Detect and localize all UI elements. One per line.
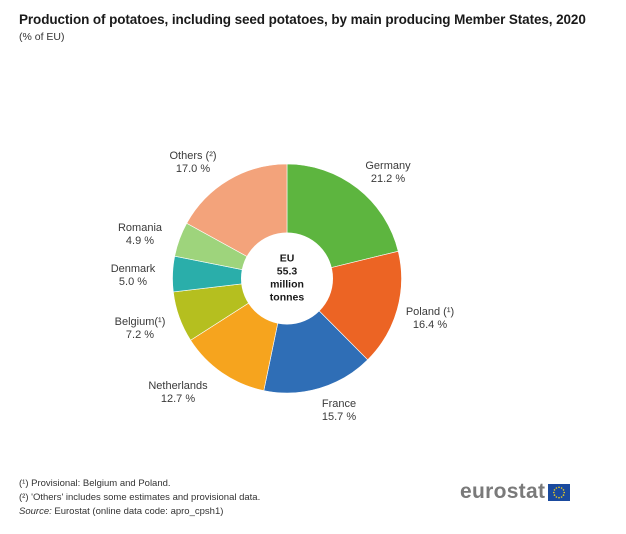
slice-label-netherlands: Netherlands — [148, 380, 208, 392]
slice-value-belgium: 7.2 % — [126, 329, 154, 341]
eurostat-logo-text: eurostat — [460, 480, 546, 503]
slice-value-france: 15.7 % — [322, 411, 356, 423]
flag-star — [562, 493, 565, 496]
eurostat-logo: eurostat — [460, 480, 571, 504]
flag-star — [553, 491, 555, 493]
slice-label-others: Others (²) — [169, 150, 216, 162]
chart-title: Production of potatoes, including seed p… — [19, 12, 586, 27]
center-label-line: million — [270, 279, 304, 291]
slice-label-romania: Romania — [118, 222, 163, 234]
flag-star — [561, 495, 563, 498]
source-text: Eurostat (online data code: apro_cpsh1) — [51, 506, 224, 517]
flag-star — [555, 495, 558, 498]
slice-value-denmark: 5.0 % — [119, 276, 147, 288]
slice-value-others: 17.0 % — [176, 163, 210, 175]
center-label-line: tonnes — [270, 292, 305, 304]
flag-star — [561, 486, 563, 489]
center-label-line: 55.3 — [277, 266, 298, 278]
slice-value-poland: 16.4 % — [413, 319, 447, 331]
flag-star — [562, 488, 565, 491]
flag-star — [555, 486, 558, 489]
slice-label-germany: Germany — [365, 160, 411, 172]
footnote-provisional: (¹) Provisional: Belgium and Poland. — [19, 478, 171, 489]
flag-star — [563, 491, 566, 493]
slice-label-denmark: Denmark — [111, 263, 156, 275]
center-label-line: EU — [280, 253, 295, 265]
source-line: Source: Eurostat (online data code: apro… — [19, 505, 260, 519]
slice-value-netherlands: 12.7 % — [161, 393, 195, 405]
flag-star — [553, 488, 556, 491]
flag-star — [558, 496, 561, 498]
slice-label-belgium: Belgium(¹) — [115, 316, 166, 328]
slice-label-poland: Poland (¹) — [406, 306, 454, 318]
flag-star — [553, 493, 556, 496]
source-prefix: Source: — [19, 506, 52, 517]
footnotes: (¹) Provisional: Belgium and Poland. (²)… — [19, 477, 260, 519]
footnote-others: (²) 'Others' includes some estimates and… — [19, 492, 261, 503]
slice-label-france: France — [322, 398, 356, 410]
center-label: EU 55.3 million tonnes — [270, 253, 305, 304]
flag-star — [558, 486, 561, 488]
donut-hole — [241, 232, 333, 325]
slice-value-romania: 4.9 % — [126, 235, 154, 247]
eu-flag-icon — [548, 483, 571, 501]
chart-subtitle: (% of EU) — [19, 31, 65, 43]
slice-value-germany: 21.2 % — [371, 173, 405, 185]
